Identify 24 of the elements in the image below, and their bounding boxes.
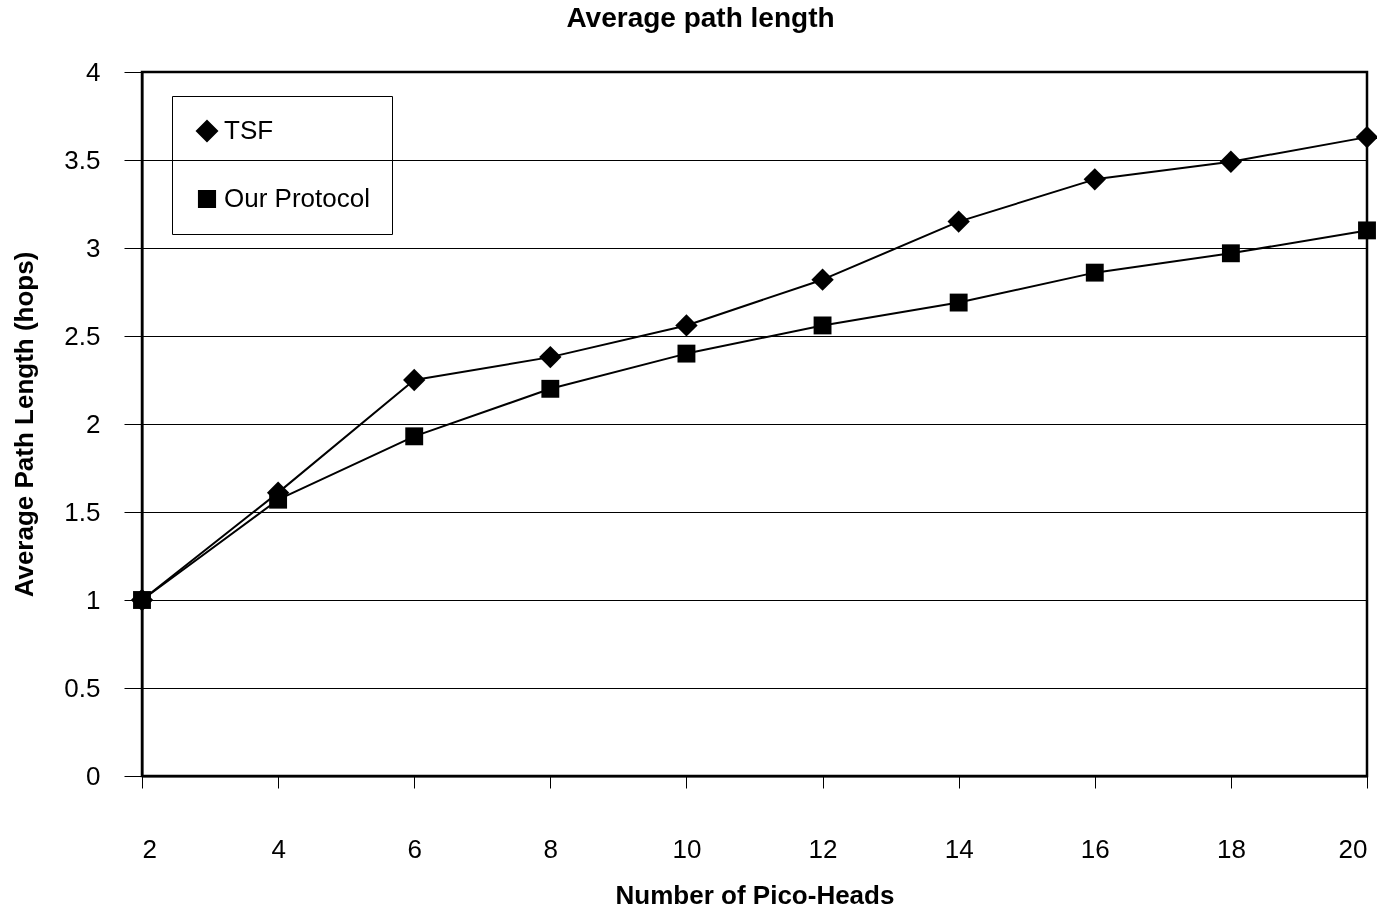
chart-title: Average path length (566, 2, 835, 33)
y-tick-label: 2.5 (64, 320, 101, 351)
x-tick-label: 8 (543, 833, 559, 864)
legend-label: TSF (224, 115, 274, 145)
y-tick-label: 4 (86, 56, 101, 87)
y-tick-label: 3 (86, 232, 101, 263)
x-tick-label: 12 (808, 833, 838, 864)
y-tick-label: 1 (86, 584, 101, 615)
x-tick-label: 20 (1338, 833, 1368, 864)
y-axis-title: Average Path Length (hops) (9, 251, 40, 598)
x-tick-label: 18 (1216, 833, 1246, 864)
legend-label: Our Protocol (224, 183, 370, 213)
x-tick-label: 14 (944, 833, 974, 864)
y-tick-label: 0.5 (64, 672, 101, 703)
y-tick-label: 3.5 (64, 144, 101, 175)
x-axis-title: Number of Pico-Heads (615, 879, 895, 910)
y-tick-label: 1.5 (64, 496, 101, 527)
x-tick-label: 6 (407, 833, 422, 864)
x-tick-label: 2 (142, 833, 157, 864)
x-tick-label: 10 (672, 833, 702, 864)
y-tick-label: 2 (86, 408, 101, 439)
x-tick-label: 16 (1080, 833, 1110, 864)
x-tick-label: 4 (271, 833, 286, 864)
y-tick-label: 0 (86, 760, 101, 791)
